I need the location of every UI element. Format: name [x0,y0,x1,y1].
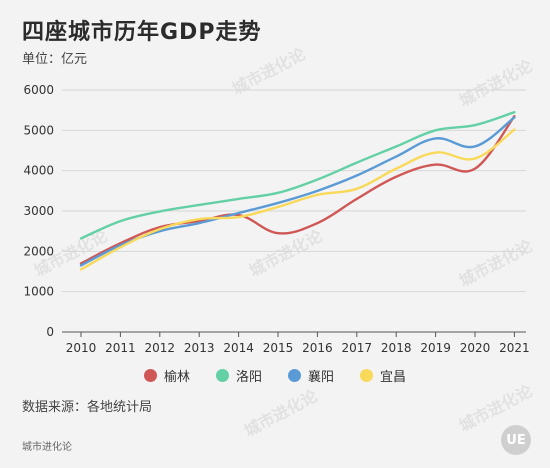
y-tick-label: 2000 [23,244,54,258]
x-tick-label: 2020 [460,341,491,355]
legend-item: 宜昌 [360,366,406,385]
y-tick-label: 0 [46,325,54,339]
legend-label: 榆林 [163,370,190,385]
y-tick-label: 4000 [23,164,54,178]
x-tick-label: 2013 [184,341,215,355]
series-line-4 [79,128,516,271]
legend-label: 宜昌 [380,370,407,385]
brand-logo: UE [501,425,531,455]
y-tick-label: 1000 [23,285,54,299]
x-tick-label: 2018 [381,341,412,355]
chart-title: 四座城市历年GDP走势 [22,20,262,45]
legend-label: 襄阳 [308,370,335,385]
legend-swatch [288,369,301,382]
data-source: 数据来源：各地统计局 [22,400,153,415]
y-tick-label: 6000 [23,83,54,97]
x-tick-label: 2016 [302,341,333,355]
legend-swatch [360,369,374,382]
x-tick-label: 2012 [145,341,176,355]
chart-legend: 榆林 洛阳 襄阳 宜昌 [0,366,550,385]
series-line-2 [79,110,516,240]
series-line-1 [79,115,516,265]
legend-label: 洛阳 [235,370,262,385]
y-tick-label: 5000 [23,123,54,137]
x-tick-label: 2019 [420,341,451,355]
x-tick-label: 2017 [342,341,373,355]
x-tick-label: 2010 [66,341,97,355]
legend-swatch [215,369,229,382]
x-tick-label: 2011 [105,341,136,355]
x-tick-label: 2021 [499,341,530,355]
legend-item: 榆林 [143,366,190,385]
legend-item: 洛阳 [215,366,262,385]
x-tick-label: 2015 [263,341,294,355]
brand-name: 城市进化论 [22,442,72,453]
y-tick-label: 3000 [23,204,54,218]
series-line-3 [79,116,516,267]
unit-label: 单位：亿元 [22,52,88,67]
legend-swatch [143,369,157,382]
x-tick-label: 2014 [223,341,254,355]
legend-item: 襄阳 [288,366,334,385]
